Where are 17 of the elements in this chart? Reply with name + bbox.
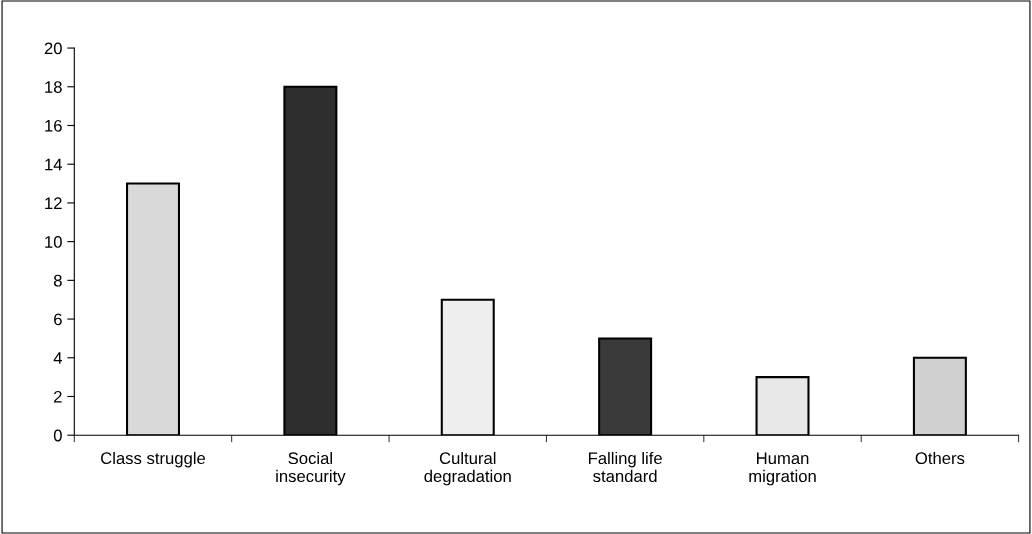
y-tick-label: 6 [54, 313, 62, 326]
x-tick-label: Cultural degradation [424, 451, 511, 486]
y-tick-label: 16 [45, 119, 62, 132]
x-tick-label: Falling life standard [588, 451, 662, 483]
x-tick-label: Social insecurity [276, 451, 346, 486]
y-tick-label: 14 [45, 158, 63, 171]
y-tick-label: 12 [45, 197, 62, 209]
y-tick-label: 8 [53, 274, 62, 287]
y-tick-label: 4 [53, 352, 63, 364]
x-tick-label: Others [915, 451, 965, 465]
y-tick-label: 20 [44, 42, 62, 55]
y-tick-label: 0 [53, 429, 62, 442]
y-tick-label: 18 [45, 81, 62, 93]
y-tick-label: 2 [54, 390, 62, 403]
x-tick-label: Human migration [749, 452, 816, 486]
x-tick-label: Class struggle [101, 451, 206, 468]
y-tick-label: 10 [45, 236, 62, 248]
